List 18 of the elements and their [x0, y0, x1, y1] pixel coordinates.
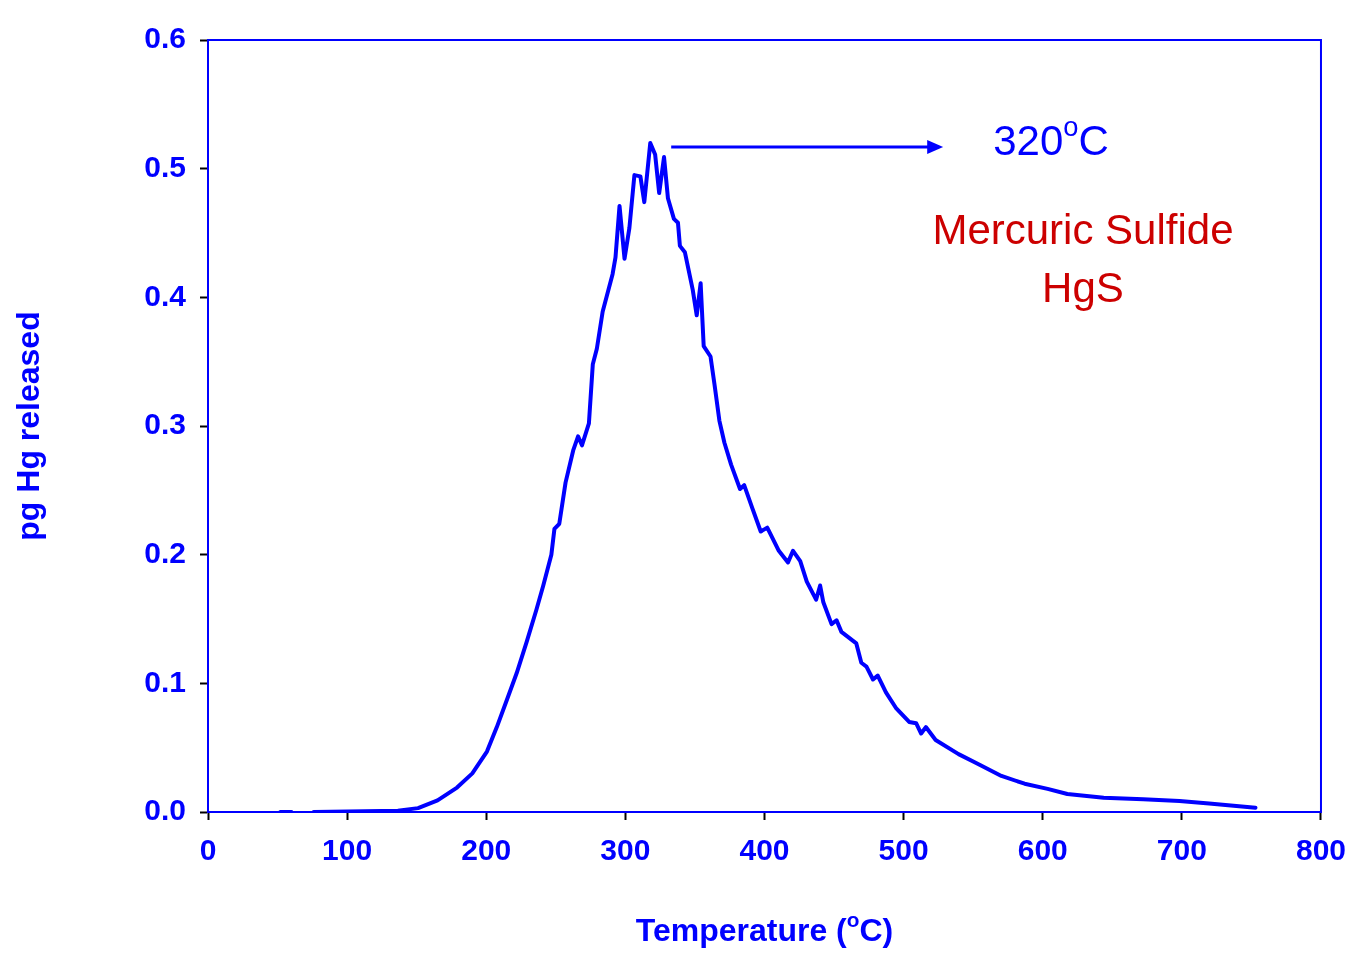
y-tick-label: 0.1 [144, 664, 186, 698]
y-tick-label: 0.0 [144, 793, 186, 827]
x-tick-label: 700 [1156, 833, 1207, 867]
y-tick-label: 0.3 [144, 407, 186, 441]
annotation: Mercuric Sulfide HgS [932, 205, 1234, 311]
y-tick-label: 0.5 [144, 149, 186, 183]
x-tick-label: 400 [739, 833, 790, 867]
x-tick-label: 600 [1017, 833, 1068, 867]
x-tick-label: 500 [878, 833, 929, 867]
y-axis-title: pg Hg released [9, 311, 46, 541]
y-tick-label: 0.2 [144, 535, 186, 569]
x-tick-label: 300 [600, 833, 651, 867]
y-tick-label: 0.4 [144, 278, 187, 312]
y-tick-label: 0.6 [144, 21, 186, 55]
x-tick-label: 200 [461, 833, 512, 867]
x-tick-label: 0 [199, 833, 217, 867]
x-tick-label: 100 [322, 833, 373, 867]
x-tick-label: 800 [1295, 833, 1346, 867]
